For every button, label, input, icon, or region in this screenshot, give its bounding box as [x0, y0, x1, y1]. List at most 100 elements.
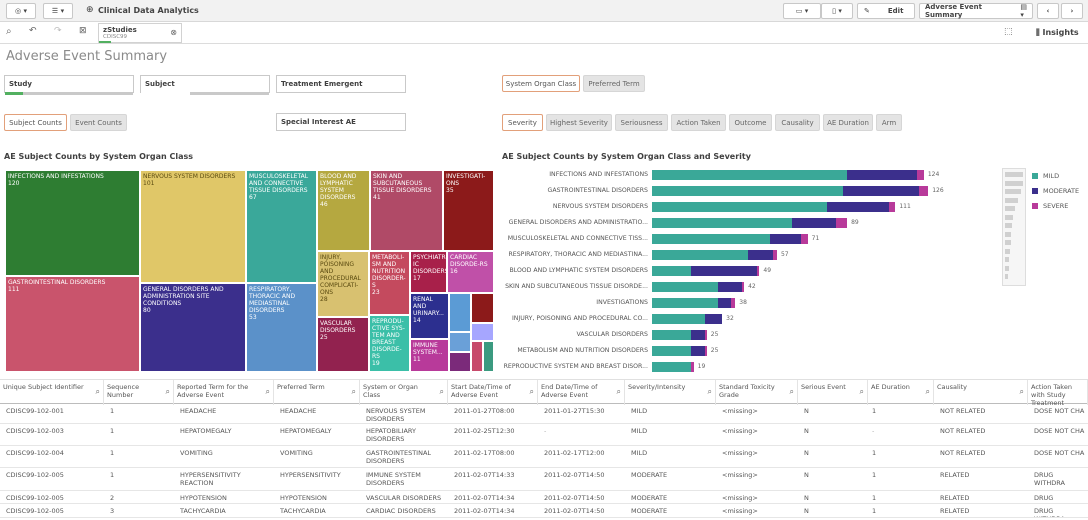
- next-sheet-button[interactable]: ›: [1061, 3, 1083, 19]
- treemap-cell[interactable]: CARDIAC DISORDE-RS 16: [447, 251, 494, 293]
- event-counts-button[interactable]: Event Counts: [70, 114, 127, 131]
- treemap-cell[interactable]: INVESTIGATI-ONS 35: [443, 170, 494, 251]
- table-header-cell[interactable]: Unique Subject Identifier ⌕: [0, 380, 104, 405]
- treemap-cell[interactable]: PSYCHIATR-IC DISORDERS 17: [410, 251, 447, 293]
- table-row[interactable]: CDISC99-102-005 1 HYPERSENSITIVITY REACTIO…: [0, 468, 1088, 491]
- clear-selections-icon[interactable]: ⊠: [79, 26, 87, 36]
- treemap-cell[interactable]: INFECTIONS AND INFESTATIONS 120: [5, 170, 140, 276]
- navigation-menu-button[interactable]: ◎ ▾: [6, 3, 36, 19]
- treemap-cell[interactable]: METABOLI-SM AND NUTRITION DISORDER-S 23: [369, 251, 410, 315]
- search-icon[interactable]: ⌕: [707, 387, 712, 396]
- bar-segment-moderate[interactable]: [842, 186, 920, 196]
- bar-segment-mild[interactable]: [652, 330, 692, 340]
- table-header-cell[interactable]: Reported Term for the Adverse Event ⌕: [174, 380, 274, 405]
- table-header-cell[interactable]: Preferred Term ⌕: [274, 380, 360, 405]
- bar-segment-severe[interactable]: [917, 170, 924, 180]
- filter-study[interactable]: Study: [4, 75, 134, 95]
- subject-counts-button[interactable]: Subject Counts: [4, 114, 67, 131]
- bar-segment-moderate[interactable]: [717, 282, 742, 292]
- tab-arm[interactable]: Arm: [876, 114, 902, 131]
- filter-special-interest[interactable]: Special Interest AE: [276, 113, 406, 131]
- treemap-cell[interactable]: GASTROINTESTINAL DISORDERS 111: [5, 276, 140, 372]
- close-icon[interactable]: ⊗: [170, 28, 177, 37]
- step-back-icon[interactable]: ↶: [29, 26, 37, 36]
- table-header-cell[interactable]: End Date/Time of Adverse Event ⌕: [538, 380, 625, 405]
- bar-segment-moderate[interactable]: [827, 202, 889, 212]
- treemap-cell[interactable]: INJURY, POISONING AND PROCEDURAL COMPLIC…: [317, 251, 369, 317]
- bar-segment-severe[interactable]: [730, 298, 736, 308]
- treemap-cell[interactable]: VASCULAR DISORDERS 25: [317, 317, 369, 372]
- filter-treatment-emergent[interactable]: Treatment Emergent: [276, 75, 406, 93]
- stacked-bar-chart[interactable]: INFECTIONS AND INFESTATIONS 124 GASTROINTE…: [502, 166, 992, 372]
- table-row[interactable]: CDISC99-102-004 1 VOMITING VOMITING GASTROIN…: [0, 446, 1088, 468]
- treemap-cell-small[interactable]: [449, 293, 471, 332]
- treemap-cell-small[interactable]: [471, 323, 494, 341]
- table-header-cell[interactable]: Action Taken with Study Treatment: [1028, 380, 1088, 407]
- treemap-cell-small[interactable]: [449, 352, 471, 372]
- treemap-cell[interactable]: RESPIRATORY, THORACIC AND MEDIASTINAL DI…: [246, 283, 317, 372]
- search-icon[interactable]: ⌕: [925, 387, 930, 396]
- tab-outcome[interactable]: Outcome: [729, 114, 772, 131]
- bar-segment-mild[interactable]: [652, 202, 828, 212]
- bar-segment-mild[interactable]: [652, 266, 692, 276]
- bar-segment-severe[interactable]: [704, 330, 707, 340]
- search-icon[interactable]: ⌕: [616, 387, 621, 396]
- bar-segment-mild[interactable]: [652, 362, 692, 372]
- search-icon[interactable]: ⌕: [1019, 387, 1024, 396]
- search-icon[interactable]: ⌕: [265, 387, 270, 396]
- sheet-selector[interactable]: Adverse Event Summary ▤ ▾: [919, 3, 1033, 19]
- bar-segment-moderate[interactable]: [691, 266, 758, 276]
- search-icon[interactable]: ⌕: [439, 387, 444, 396]
- previous-sheet-button[interactable]: ‹: [1037, 3, 1059, 19]
- bar-segment-moderate[interactable]: [748, 250, 773, 260]
- treemap-cell[interactable]: RENAL AND URINARY... 14: [410, 293, 449, 339]
- bar-segment-severe[interactable]: [772, 250, 777, 260]
- treemap-chart[interactable]: INFECTIONS AND INFESTATIONS 120 GASTROINTE…: [5, 170, 494, 372]
- filter-subject[interactable]: Subject: [140, 75, 270, 95]
- bar-segment-mild[interactable]: [652, 234, 771, 244]
- table-header-cell[interactable]: Severity/Intensity ⌕: [625, 380, 716, 405]
- tab-highest-severity[interactable]: Highest Severity: [546, 114, 612, 131]
- bar-segment-mild[interactable]: [652, 218, 793, 228]
- bar-segment-severe[interactable]: [836, 218, 848, 228]
- tab-severity[interactable]: Severity: [502, 114, 543, 131]
- bar-segment-severe[interactable]: [691, 362, 694, 372]
- treemap-cell[interactable]: MUSCULOSKELETAL AND CONNECTIVE TISSUE DI…: [246, 170, 317, 283]
- tab-action-taken[interactable]: Action Taken: [671, 114, 726, 131]
- bar-segment-mild[interactable]: [652, 314, 705, 324]
- bar-segment-moderate[interactable]: [717, 298, 731, 308]
- table-row[interactable]: CDISC99-102-005 2 HYPOTENSION HYPOTENSION VA…: [0, 491, 1088, 504]
- search-icon[interactable]: ⌕: [95, 387, 100, 396]
- insights-button[interactable]: ⫼ Insights: [1036, 28, 1079, 38]
- legend-item-severe[interactable]: SEVERE: [1032, 202, 1068, 210]
- table-header-cell[interactable]: Serious Event ⌕: [798, 380, 868, 405]
- bar-segment-severe[interactable]: [741, 282, 745, 292]
- table-header-cell[interactable]: System or Organ Class ⌕: [360, 380, 448, 405]
- search-icon[interactable]: ⌕: [789, 387, 794, 396]
- bar-segment-moderate[interactable]: [691, 330, 705, 340]
- bookmark-button[interactable]: ▯ ▾: [821, 3, 853, 19]
- tab-causality[interactable]: Causality: [775, 114, 820, 131]
- table-header-cell[interactable]: AE Duration ⌕: [868, 380, 934, 405]
- search-icon[interactable]: ⌕: [165, 387, 170, 396]
- bar-segment-moderate[interactable]: [792, 218, 837, 228]
- selection-chip-zstudies[interactable]: zStudies CDISC99 ⊗: [98, 23, 182, 43]
- search-icon[interactable]: ⌕: [529, 387, 534, 396]
- bar-segment-mild[interactable]: [652, 186, 843, 196]
- table-row[interactable]: CDISC99-102-005 3 TACHYCARDIA TACHYCARDIA CA…: [0, 504, 1088, 518]
- treemap-cell[interactable]: GENERAL DISORDERS AND ADMINISTRATION SIT…: [140, 283, 246, 372]
- treemap-cell[interactable]: BLOOD AND LYMPHATIC SYSTEM DISORDERS 46: [317, 170, 370, 251]
- present-button[interactable]: ▭ ▾: [783, 3, 821, 19]
- bar-segment-moderate[interactable]: [691, 346, 705, 356]
- treemap-cell[interactable]: IMMUNE SYSTEM... 11: [410, 339, 449, 372]
- treemap-cell-small[interactable]: [471, 293, 494, 323]
- bar-segment-severe[interactable]: [888, 202, 896, 212]
- table-row[interactable]: CDISC99-102-003 1 HEPATOMEGALY HEPATOMEGALY…: [0, 424, 1088, 446]
- bar-segment-severe[interactable]: [704, 346, 707, 356]
- preferred-term-button[interactable]: Preferred Term: [583, 75, 645, 92]
- tab-seriousness[interactable]: Seriousness: [615, 114, 668, 131]
- edit-button[interactable]: ✎ Edit: [857, 3, 915, 19]
- bar-segment-severe[interactable]: [801, 234, 808, 244]
- smart-search-icon[interactable]: ⌕: [6, 26, 12, 37]
- bar-segment-mild[interactable]: [652, 170, 848, 180]
